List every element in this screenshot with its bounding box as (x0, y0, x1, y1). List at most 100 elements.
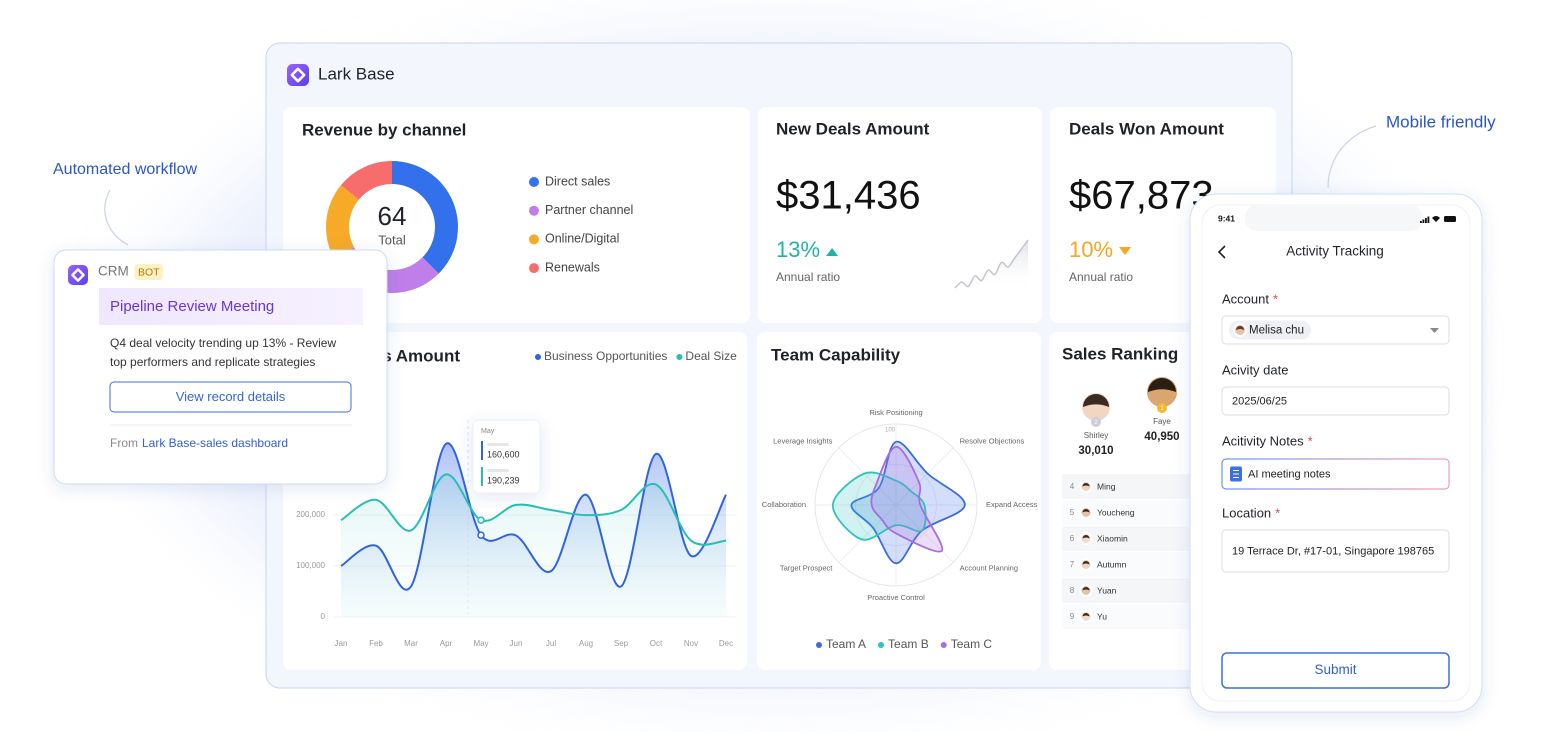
x-tick-label: Jun (510, 639, 523, 648)
hover-point (477, 516, 485, 524)
card-title: Team Capability (771, 345, 901, 364)
donut-total-label: Total (378, 232, 406, 247)
card (757, 332, 1041, 670)
field-value: 19 Terrace Dr, #17-01, Singapore 198765 (1232, 545, 1434, 557)
y-tick-label: 100,000 (296, 561, 325, 570)
status-signal (1425, 218, 1427, 223)
ranking-name: Yu (1097, 611, 1107, 621)
tooltip-placeholder (487, 443, 509, 446)
dropdown-arrow[interactable] (1430, 328, 1439, 333)
field-value: 2025/06/25 (1232, 395, 1287, 407)
legend-dot (878, 642, 885, 648)
card-title: New Deals Amount (776, 119, 930, 138)
logo-mark (290, 67, 306, 83)
status-battery (1444, 216, 1456, 222)
rank-badge (1091, 417, 1101, 427)
status-time: 9:41 (1218, 213, 1235, 223)
legend-label: Partner channel (545, 203, 633, 217)
field-input[interactable] (1221, 386, 1450, 416)
phone-notch (1245, 205, 1423, 231)
field-label: Account (1222, 291, 1269, 306)
legend-label: Team B (888, 637, 929, 651)
legend-dot (529, 263, 539, 274)
legend-dot (535, 354, 541, 360)
avatar-hair (1082, 613, 1090, 617)
avatar-hair (1082, 483, 1090, 487)
radar-spoke (895, 504, 954, 563)
radar-axis-label: Risk Positioning (869, 408, 922, 417)
callout-line (1327, 125, 1377, 189)
tooltip-bar (481, 441, 483, 460)
logo (68, 265, 88, 285)
submit-label[interactable]: Submit (1314, 662, 1356, 677)
crm-event-box (99, 288, 363, 325)
legend-label: Team C (951, 637, 993, 651)
radar-spoke (838, 504, 897, 563)
avatar (1079, 584, 1093, 597)
rank-number: 7 (1070, 560, 1075, 569)
crm-button-label[interactable]: View record details (176, 389, 286, 404)
ranking-name: Shirley (1084, 431, 1108, 440)
required-mark: * (1275, 505, 1280, 520)
card (758, 107, 1042, 323)
tooltip (472, 419, 541, 494)
required-mark: * (1273, 291, 1278, 306)
legend-label: Direct sales (545, 174, 610, 188)
submit-button[interactable] (1221, 652, 1450, 689)
ranking-amount: 30,010 (1078, 445, 1113, 457)
avatar (1079, 480, 1093, 493)
legend-dot (529, 234, 539, 245)
field-input[interactable] (1221, 529, 1450, 573)
crm-button[interactable] (109, 381, 352, 413)
callout: Automated workflow (53, 161, 198, 178)
kpi-ratio: 10% (1069, 237, 1113, 262)
required-mark: * (1308, 433, 1313, 448)
series-area (341, 443, 726, 617)
card-title: Sales Ranking (1062, 344, 1178, 363)
avatar-hair (1236, 326, 1244, 330)
account-chip (1229, 320, 1311, 340)
ranking-name: Ming (1097, 481, 1116, 491)
radar-axis-label: Collaboration (762, 500, 806, 509)
radar-axis-label: Resolve Objections (960, 436, 1025, 445)
hover-point (477, 531, 485, 539)
logo-mark (71, 268, 85, 282)
field-label: Acivity date (1222, 362, 1288, 377)
tooltip-label: May (481, 428, 495, 435)
phone-screen (1201, 204, 1471, 702)
app-title: Lark Base (318, 64, 395, 83)
x-tick-label: Nov (684, 639, 698, 648)
legend-label: Business Opportunities (544, 349, 667, 363)
kpi-amount: $67,873 (1069, 174, 1214, 218)
radar-axis-label: Expand Access (986, 500, 1038, 509)
avatar (1079, 506, 1093, 519)
back-button[interactable] (1217, 245, 1226, 259)
tooltip-placeholder (487, 469, 509, 472)
card-title: Deals Won Amount (1069, 119, 1224, 138)
field-input[interactable] (1221, 458, 1450, 490)
avatar (1079, 558, 1093, 571)
crm-from: From (110, 436, 138, 450)
x-tick-label: Dec (719, 639, 733, 648)
avatar (1233, 323, 1247, 337)
legend-dot (529, 177, 539, 187)
logo (287, 64, 309, 86)
rank-number: 6 (1070, 534, 1075, 543)
crm-source: CRM (98, 264, 129, 279)
ranking-name: Autumn (1097, 559, 1127, 569)
ranking-name: Youcheng (1097, 507, 1135, 517)
callout-line (104, 189, 129, 246)
avatar-hair (1083, 394, 1109, 407)
kpi-amount: $31,436 (776, 174, 921, 218)
avatar-hair (1148, 378, 1176, 392)
ranking-amount: 40,950 (1144, 431, 1179, 443)
crm-message: Q4 deal velocity trending up 13% - Revie… (110, 336, 337, 369)
avatar-hair (1082, 535, 1090, 539)
status-signal (1420, 221, 1422, 223)
radar-spoke (895, 447, 954, 506)
donut-slice (326, 185, 359, 259)
crm-link[interactable]: Lark Base-sales dashboard (142, 436, 288, 450)
series-line (340, 442, 727, 591)
kpi-ratio-label: Annual ratio (1069, 270, 1133, 284)
